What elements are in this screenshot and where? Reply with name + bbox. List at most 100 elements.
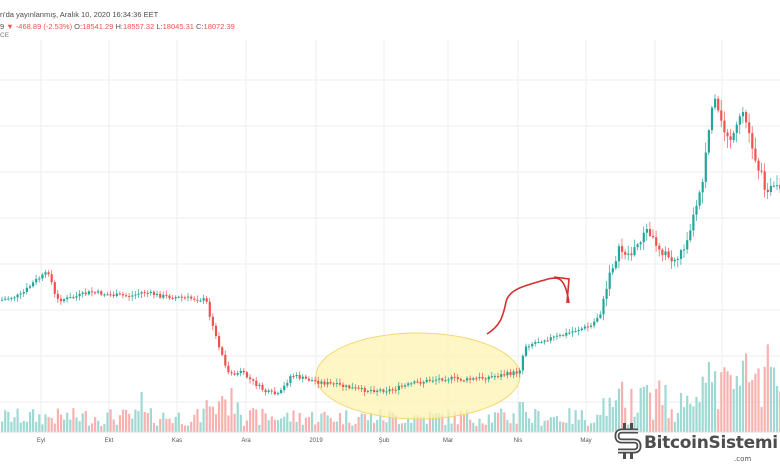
candle-body xyxy=(41,274,44,279)
candle-body xyxy=(159,293,162,298)
candle-body xyxy=(230,372,233,374)
candle-body xyxy=(639,242,642,245)
volume-bar xyxy=(10,421,13,432)
candle-body xyxy=(478,377,481,379)
candle-body xyxy=(168,295,171,299)
volume-bar xyxy=(664,384,667,432)
candle-body xyxy=(487,376,490,380)
candle-body xyxy=(772,185,776,187)
volume-bar xyxy=(103,424,106,432)
candle-body xyxy=(425,379,428,383)
volume-bar xyxy=(611,407,614,432)
candle-body xyxy=(447,379,450,381)
volume-bar xyxy=(493,412,497,432)
volume-bar xyxy=(47,417,50,432)
candle-body xyxy=(100,291,103,295)
candle-body xyxy=(422,382,425,384)
volume-bar xyxy=(22,420,25,432)
volume-bar xyxy=(754,373,757,432)
volume-bar xyxy=(397,423,400,432)
volume-bar xyxy=(252,408,255,432)
candle-body xyxy=(686,240,689,250)
volume-bar xyxy=(174,416,177,432)
volume-bar xyxy=(245,420,249,432)
volume-bar xyxy=(100,425,103,432)
volume-bar xyxy=(16,408,19,432)
candle-body xyxy=(342,384,345,387)
volume-bar xyxy=(441,414,444,432)
volume-bar xyxy=(698,402,701,432)
volume-bar xyxy=(509,423,512,432)
candle-body xyxy=(546,340,549,342)
volume-bar xyxy=(602,398,605,432)
volume-bar xyxy=(475,425,478,432)
candle-body xyxy=(205,298,208,302)
publish-info: n'da yayınlanmış, Aralık 10, 2020 16:34:… xyxy=(0,10,159,19)
candle-body xyxy=(456,377,459,380)
candle-body xyxy=(292,376,295,378)
volume-bar xyxy=(59,414,63,432)
candle-body xyxy=(450,376,453,380)
volume-bar xyxy=(503,412,506,432)
candle-body xyxy=(224,354,227,366)
volume-bar xyxy=(90,423,94,432)
candle-body xyxy=(38,278,41,280)
volume-bar xyxy=(431,414,435,432)
volume-bar xyxy=(543,420,546,432)
volume-bar xyxy=(648,392,652,432)
volume-bar xyxy=(500,408,503,432)
candle-body xyxy=(475,378,478,380)
candle-body xyxy=(118,293,121,295)
candle-body xyxy=(363,388,366,392)
volume-bar xyxy=(577,419,580,432)
volume-bar xyxy=(109,409,112,432)
volume-bar xyxy=(537,411,540,432)
volume-bar xyxy=(168,418,171,432)
candle-body xyxy=(16,294,19,298)
volume-bar xyxy=(261,408,264,432)
candle-body xyxy=(664,251,667,256)
candle-body xyxy=(32,282,35,287)
volume-bar xyxy=(472,422,475,432)
volume-bar xyxy=(242,425,245,432)
volume-bar xyxy=(140,392,143,432)
volume-bar xyxy=(645,384,648,432)
x-tick-label: Eyl xyxy=(36,438,46,444)
volume-bar xyxy=(769,366,772,432)
candle-body xyxy=(534,342,537,344)
candle-body xyxy=(53,282,56,294)
candle-body xyxy=(416,381,419,383)
candle-body xyxy=(128,295,131,297)
volume-bar xyxy=(741,360,745,432)
volume-bar xyxy=(444,424,447,432)
x-tick-label: May xyxy=(580,438,592,444)
time-axis: Eyl Ekt Kas Ara 2019 Şub Mar Nis May xyxy=(0,432,780,470)
volume-bar xyxy=(391,412,394,432)
candle-body xyxy=(63,299,66,302)
candle-body xyxy=(723,120,726,133)
candle-body xyxy=(174,297,177,299)
volume-bar xyxy=(531,422,534,432)
volume-bar xyxy=(512,413,515,432)
volume-bar xyxy=(745,353,748,432)
volume-bar xyxy=(453,411,456,432)
candle-body xyxy=(366,390,369,392)
volume-bar xyxy=(112,419,115,432)
candle-body xyxy=(565,332,568,336)
volume-bar xyxy=(159,418,162,432)
volume-bar xyxy=(757,368,760,432)
volume-bar xyxy=(81,413,84,432)
candle-body xyxy=(435,379,438,381)
volume-bar xyxy=(298,412,301,432)
candle-body xyxy=(47,272,50,275)
volume-bar xyxy=(766,344,769,432)
candle-body xyxy=(745,112,748,123)
volume-bar xyxy=(97,420,100,432)
candle-body xyxy=(276,392,280,395)
candle-body xyxy=(165,294,168,296)
volume-bar xyxy=(221,396,224,432)
volume-bar xyxy=(562,422,565,432)
candle-body xyxy=(599,314,602,318)
candle-body xyxy=(332,383,335,385)
